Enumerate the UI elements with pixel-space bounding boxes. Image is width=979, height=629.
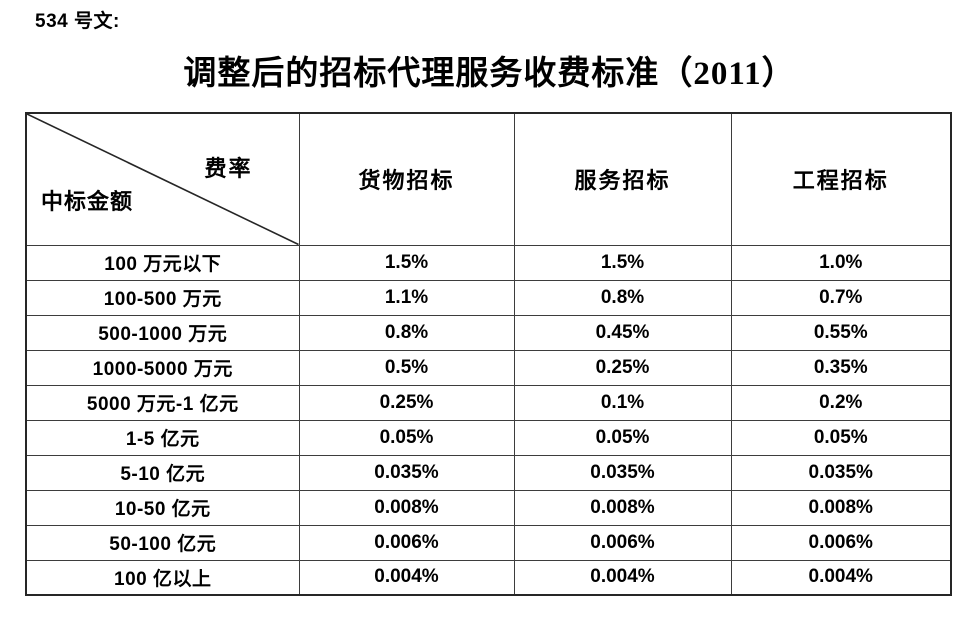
table-row: 100 万元以下 1.5% 1.5% 1.0% xyxy=(25,244,952,281)
table-body: 100 万元以下 1.5% 1.5% 1.0% 100-500 万元 1.1% 0.8% 0.… xyxy=(25,244,952,596)
table-row: 5-10 亿元 0.035% 0.035% 0.035% xyxy=(25,454,952,491)
rate-value: 0.5% xyxy=(298,349,515,386)
row-label: 50-100 亿元 xyxy=(25,524,300,561)
rate-value: 0.008% xyxy=(730,489,952,526)
rate-value: 0.006% xyxy=(298,524,515,561)
header-row: 费率 中标金额 货物招标 服务招标 工程招标 xyxy=(25,112,952,246)
row-label: 100 万元以下 xyxy=(25,244,300,281)
column-header-engineering-bidding: 工程招标 xyxy=(730,112,952,246)
table-row: 500-1000 万元 0.8% 0.45% 0.55% xyxy=(25,314,952,351)
rate-value: 0.008% xyxy=(298,489,515,526)
rate-value: 0.25% xyxy=(298,384,515,421)
fee-rate-table: 费率 中标金额 货物招标 服务招标 工程招标 100 万元以下 1.5% 1.5% 1… xyxy=(25,112,952,596)
rate-value: 0.05% xyxy=(298,419,515,456)
rate-value: 0.2% xyxy=(730,384,952,421)
rate-value: 0.004% xyxy=(513,559,732,596)
rate-value: 0.35% xyxy=(730,349,952,386)
table-row: 100 亿以上 0.004% 0.004% 0.004% xyxy=(25,559,952,596)
diagonal-divider-line xyxy=(27,114,299,245)
row-label: 500-1000 万元 xyxy=(25,314,300,351)
rate-value: 0.035% xyxy=(513,454,732,491)
column-header-service-bidding: 服务招标 xyxy=(513,112,732,246)
table-row: 10-50 亿元 0.008% 0.008% 0.008% xyxy=(25,489,952,526)
rate-value: 0.05% xyxy=(513,419,732,456)
rate-value: 0.006% xyxy=(730,524,952,561)
rate-value: 1.1% xyxy=(298,279,515,316)
rate-value: 0.45% xyxy=(513,314,732,351)
rate-value: 0.004% xyxy=(730,559,952,596)
rate-value: 1.5% xyxy=(513,244,732,281)
rate-value: 0.004% xyxy=(298,559,515,596)
table-row: 1-5 亿元 0.05% 0.05% 0.05% xyxy=(25,419,952,456)
rate-value: 0.25% xyxy=(513,349,732,386)
row-label: 10-50 亿元 xyxy=(25,489,300,526)
table-row: 100-500 万元 1.1% 0.8% 0.7% xyxy=(25,279,952,316)
rate-value: 0.8% xyxy=(513,279,732,316)
rate-value: 0.035% xyxy=(298,454,515,491)
table-row: 50-100 亿元 0.006% 0.006% 0.006% xyxy=(25,524,952,561)
table-row: 5000 万元-1 亿元 0.25% 0.1% 0.2% xyxy=(25,384,952,421)
rate-value: 0.1% xyxy=(513,384,732,421)
row-label: 5-10 亿元 xyxy=(25,454,300,491)
corner-label-rate: 费率 xyxy=(204,156,253,181)
row-label: 100-500 万元 xyxy=(25,279,300,316)
row-label: 100 亿以上 xyxy=(25,559,300,596)
rate-value: 0.006% xyxy=(513,524,732,561)
row-label: 5000 万元-1 亿元 xyxy=(25,384,300,421)
doc-number-label: 534 号文: xyxy=(35,11,120,32)
table-corner-cell: 费率 中标金额 xyxy=(25,112,300,246)
rate-value: 0.8% xyxy=(298,314,515,351)
row-label: 1-5 亿元 xyxy=(25,419,300,456)
rate-value: 1.5% xyxy=(298,244,515,281)
corner-label-amount: 中标金额 xyxy=(41,189,134,214)
rate-value: 0.035% xyxy=(730,454,952,491)
rate-value: 0.7% xyxy=(730,279,952,316)
page-title: 调整后的招标代理服务收费标准（2011） xyxy=(183,56,796,92)
row-label: 1000-5000 万元 xyxy=(25,349,300,386)
rate-value: 0.55% xyxy=(730,314,952,351)
rate-value: 0.05% xyxy=(730,419,952,456)
rate-value: 1.0% xyxy=(730,244,952,281)
rate-value: 0.008% xyxy=(513,489,732,526)
column-header-goods-bidding: 货物招标 xyxy=(298,112,515,246)
table-row: 1000-5000 万元 0.5% 0.25% 0.35% xyxy=(25,349,952,386)
